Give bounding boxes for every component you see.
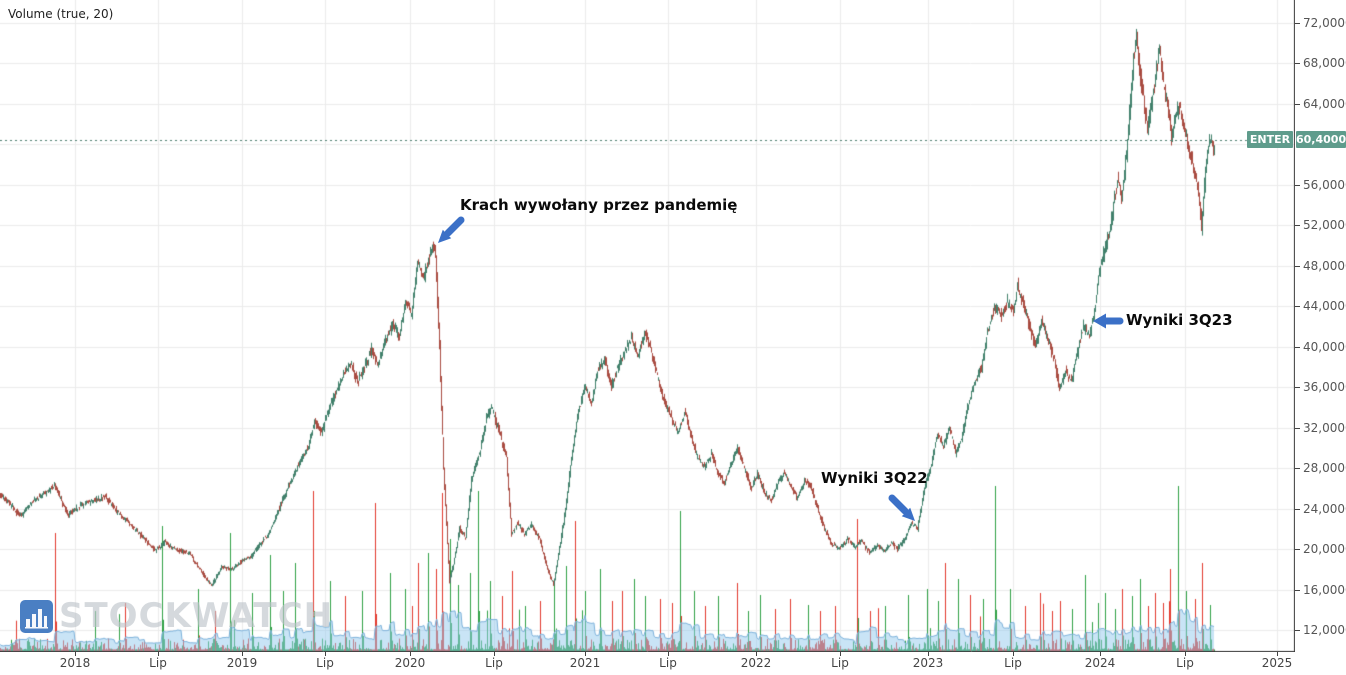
- time-tick-label: 2022: [740, 656, 772, 670]
- time-tick-mark: [158, 652, 159, 656]
- annotation-text-wyniki-3q22: Wyniki 3Q22: [821, 469, 928, 487]
- price-tick-mark: [1295, 509, 1300, 510]
- price-tick-label: 24,0000: [1303, 501, 1346, 516]
- last-price-badge: 60,4000: [1296, 131, 1346, 148]
- price-tick-label: 52,0000: [1303, 218, 1346, 232]
- time-tick-mark: [1185, 652, 1186, 656]
- time-tick-label: Lip: [831, 656, 849, 670]
- time-tick-mark: [840, 652, 841, 656]
- time-tick-label: Lip: [316, 656, 334, 670]
- time-tick-mark: [1277, 652, 1278, 656]
- time-tick-mark: [756, 652, 757, 656]
- price-tick-mark: [1295, 225, 1300, 226]
- price-tick-mark: [1295, 23, 1300, 24]
- price-tick-label: 72,0000: [1303, 15, 1346, 30]
- time-tick-mark: [928, 652, 929, 656]
- time-tick-label: Lip: [149, 656, 167, 670]
- time-tick-label: 2019: [226, 656, 258, 670]
- time-tick-mark: [242, 652, 243, 656]
- price-tick-label: 36,0000: [1303, 380, 1346, 394]
- time-tick-label: Lip: [659, 656, 677, 670]
- time-tick-mark: [1013, 652, 1014, 656]
- time-tick-mark: [75, 652, 76, 656]
- price-tick-mark: [1295, 347, 1300, 348]
- time-tick-label: Lip: [1176, 656, 1194, 670]
- enter-order-button[interactable]: ENTER: [1247, 131, 1293, 148]
- price-tick-mark: [1295, 428, 1300, 429]
- time-tick-label: 2023: [912, 656, 944, 670]
- time-tick-label: 2020: [394, 656, 426, 670]
- price-tick-mark: [1295, 590, 1300, 591]
- annotation-text-pandemic: Krach wywołany przez pandemię: [460, 196, 738, 214]
- price-tick-label: 40,0000: [1303, 339, 1346, 354]
- time-tick-label: 2024: [1084, 656, 1116, 670]
- price-tick-mark: [1295, 185, 1300, 186]
- chart-canvas[interactable]: [0, 0, 1295, 652]
- price-tick-mark: [1295, 63, 1300, 64]
- price-tick-label: 16,0000: [1303, 582, 1346, 597]
- annotation-arrow-left-icon: [1093, 313, 1124, 329]
- price-tick-label: 48,0000: [1303, 258, 1346, 273]
- price-tick-label: 56,0000: [1303, 177, 1346, 192]
- price-tick-mark: [1295, 387, 1300, 388]
- time-tick-mark: [325, 652, 326, 656]
- time-tick-label: Lip: [485, 656, 503, 670]
- time-tick-label: 2025: [1261, 656, 1293, 670]
- time-tick-label: 2018: [59, 656, 91, 670]
- time-tick-label: 2021: [569, 656, 601, 670]
- price-tick-mark: [1295, 468, 1300, 469]
- annotation-arrow-down-right-icon: [888, 494, 915, 521]
- price-tick-label: 64,0000: [1303, 96, 1346, 111]
- price-tick-label: 12,0000: [1303, 623, 1346, 637]
- indicator-label: Volume (true, 20): [8, 7, 114, 21]
- price-tick-mark: [1295, 630, 1300, 631]
- price-tick-mark: [1295, 549, 1300, 550]
- price-tick-label: 68,0000: [1303, 56, 1346, 70]
- time-tick-mark: [410, 652, 411, 656]
- annotation-arrow-down-left-icon: [438, 216, 465, 243]
- time-tick-mark: [494, 652, 495, 656]
- price-tick-label: 44,0000: [1303, 299, 1346, 313]
- price-tick-label: 32,0000: [1303, 420, 1346, 435]
- price-tick-mark: [1295, 266, 1300, 267]
- price-tick-mark: [1295, 306, 1300, 307]
- time-tick-mark: [1100, 652, 1101, 656]
- annotation-text-wyniki-3q23: Wyniki 3Q23: [1126, 311, 1233, 329]
- time-tick-mark: [668, 652, 669, 656]
- time-tick-label: Lip: [1004, 656, 1022, 670]
- price-tick-label: 20,0000: [1303, 542, 1346, 556]
- price-tick-mark: [1295, 104, 1300, 105]
- price-tick-label: 28,0000: [1303, 461, 1346, 475]
- time-tick-mark: [585, 652, 586, 656]
